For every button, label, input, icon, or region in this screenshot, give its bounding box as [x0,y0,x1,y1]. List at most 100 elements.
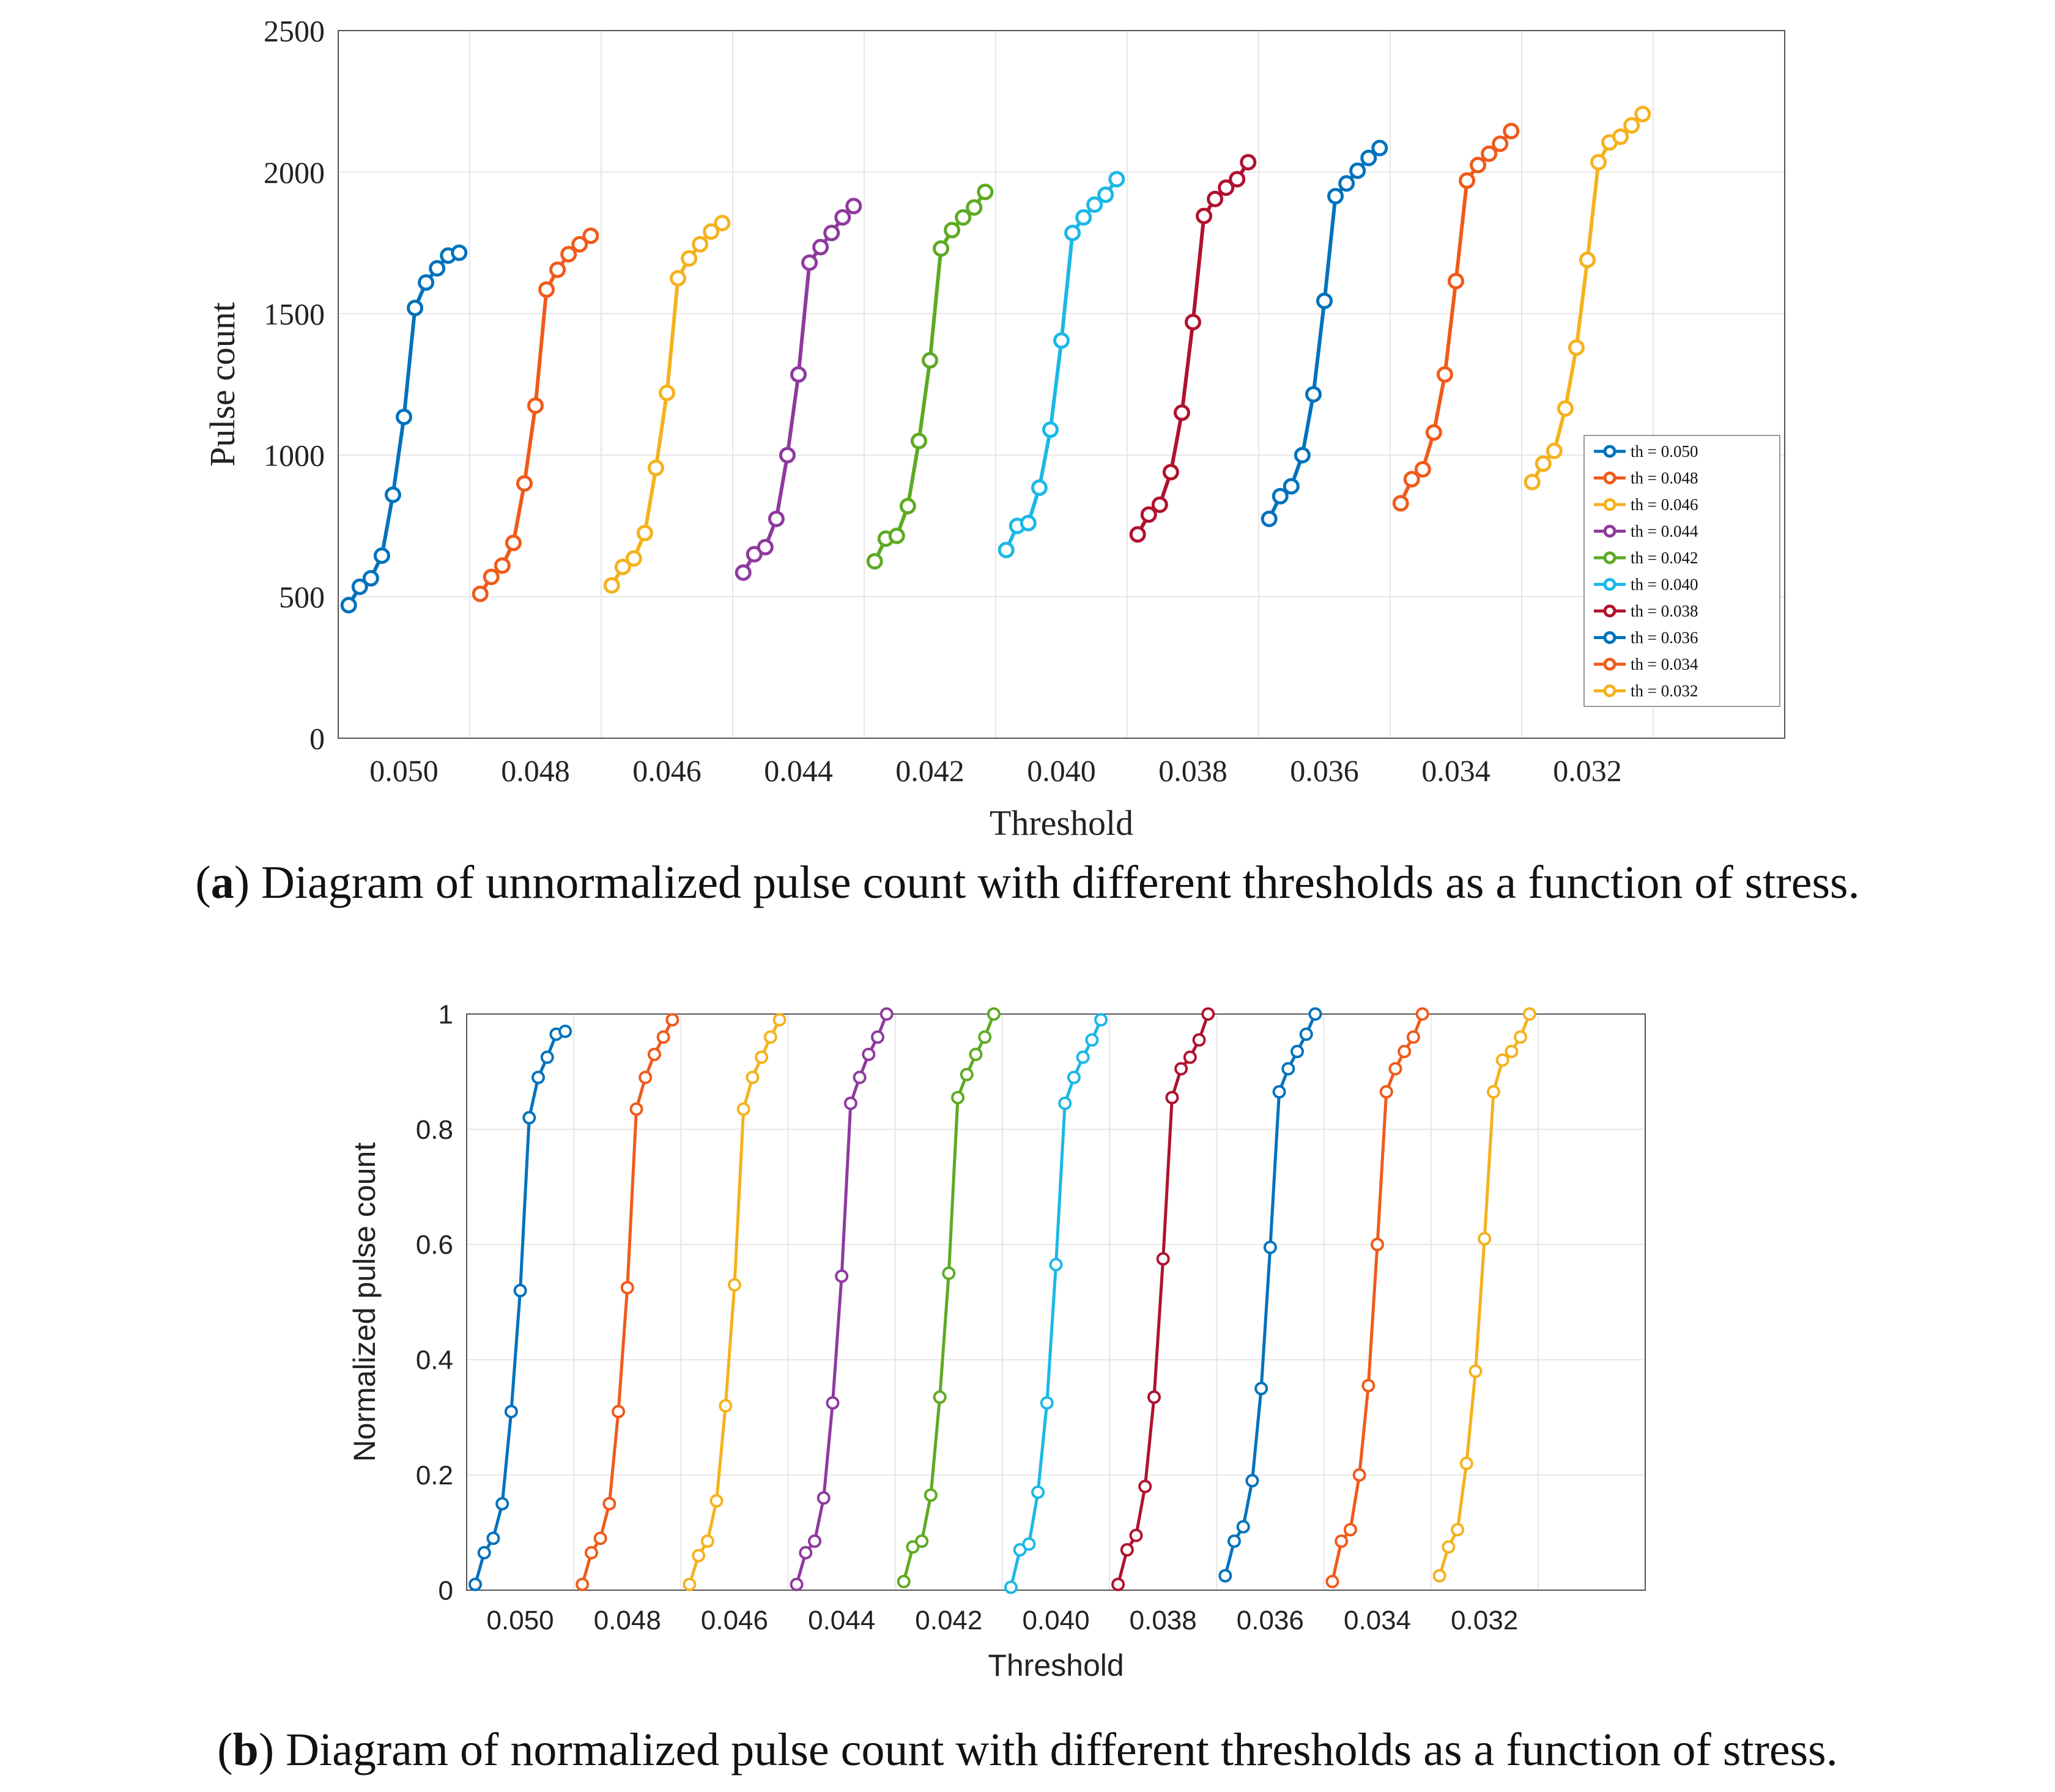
data-point [1254,1382,1268,1396]
data-point [603,577,620,594]
x-tick-label: 0.044 [808,1605,875,1635]
y-tick-label: 0.8 [416,1115,453,1145]
data-point [746,1070,760,1084]
data-point [1151,496,1168,513]
data-point [614,558,631,576]
data-point [1272,1085,1286,1099]
legend-marker [1603,604,1616,618]
data-point [1283,478,1300,495]
legend-marker [1603,498,1616,511]
series-line [1331,1013,1424,1582]
series-line [1136,161,1250,536]
data-point [1290,1045,1305,1059]
data-point [1379,1085,1393,1099]
data-point [1343,1523,1357,1537]
data-point [1360,149,1377,166]
data-point [1053,332,1070,349]
data-point [538,281,555,298]
data-point [1240,154,1257,171]
x-tick-label: 0.036 [1290,753,1359,788]
data-point [549,261,566,278]
data-point [1140,506,1157,523]
data-point [1486,1085,1500,1099]
data-point [899,498,916,515]
data-point [1138,1479,1152,1494]
data-point [1040,1396,1054,1410]
data-point [340,596,357,613]
series-line [873,191,987,563]
series-line [1399,130,1513,505]
data-point [418,274,435,291]
data-point [451,244,468,261]
data-point [1299,1027,1313,1041]
x-axis-label: Threshold [988,1648,1124,1683]
data-point [790,366,807,383]
series-line [347,251,460,607]
data-point [625,550,642,567]
data-point [1013,1543,1027,1557]
y-tick-label: 1000 [264,439,325,473]
data-point [1459,1456,1473,1470]
data-point [870,1030,884,1044]
legend-entry: th = 0.040 [1631,576,1698,594]
data-point [768,510,785,527]
series-line [795,1013,889,1585]
data-point [558,1024,572,1039]
data-point [1183,1050,1197,1064]
x-tick-label: 0.036 [1237,1605,1304,1635]
data-point [1503,122,1520,139]
data-point [1535,455,1552,472]
data-point [977,183,994,201]
legend-entry: th = 0.044 [1631,522,1698,541]
data-point [636,524,653,541]
data-point [1338,175,1355,192]
data-point [1227,1534,1242,1548]
data-point [1042,421,1059,439]
data-point [1281,1062,1295,1076]
data-point [1236,1520,1250,1534]
data-point [801,254,818,271]
series-0.040 [1004,1013,1108,1594]
data-point [1557,400,1574,417]
data-point [1442,1540,1456,1554]
data-point [897,1574,911,1588]
data-point [495,1497,509,1511]
series-0.032 [1432,1007,1536,1583]
data-point [1425,424,1442,441]
chart-b: 0 0.2 0.4 0.6 0.8 1 0.050 0.048 0.046 0.044 0.042 0… [347,999,1646,1683]
data-point [1201,1007,1215,1021]
data-point [1108,171,1125,188]
data-point [1634,106,1651,123]
data-point [969,1047,983,1061]
data-point [1031,1485,1045,1499]
data-point [772,1013,787,1027]
legend-entry: th = 0.038 [1631,602,1698,620]
data-point [1325,1574,1339,1588]
data-point [1352,1468,1366,1482]
data-point [866,553,883,570]
data-point [1524,473,1541,491]
data-point [1349,162,1366,179]
data-point [1308,1007,1322,1021]
data-point [998,541,1015,558]
data-point [960,1067,974,1081]
x-tick-label: 0.034 [1421,753,1490,788]
data-point [955,209,972,226]
data-point [1076,1050,1090,1064]
data-point [915,1534,929,1548]
legend-marker [1603,472,1616,484]
x-tick-label: 0.042 [915,1605,982,1635]
caption-a: (a) Diagram of unnormalized pulse count … [195,857,1860,908]
data-point [373,547,390,564]
chart-a: 0 500 1000 1500 2000 2500 0.050 0.048 0.046 0.044… [202,14,1785,843]
x-tick-label: 0.034 [1344,1605,1411,1635]
data-point [1335,1534,1349,1548]
y-tick-label: 0 [439,1575,453,1605]
y-tick-label: 2500 [264,14,325,48]
data-point [1459,172,1476,189]
series-0.044 [735,198,862,581]
x-tick-label: 0.050 [369,753,439,788]
series-0.034 [1325,1007,1429,1588]
legend-marker [1603,525,1616,538]
